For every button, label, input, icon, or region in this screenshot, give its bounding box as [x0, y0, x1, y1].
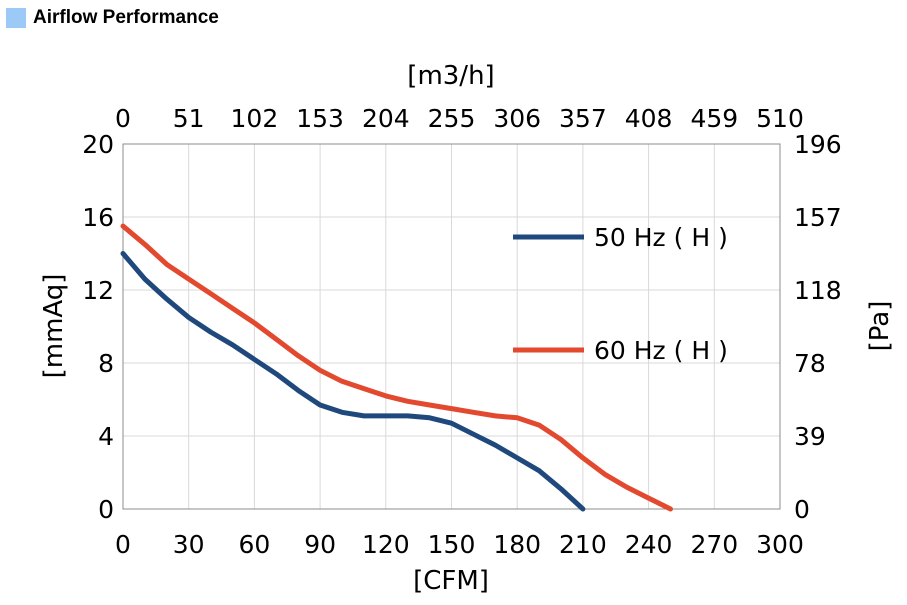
- y-tick-label: 8: [98, 349, 114, 378]
- section-title: Airflow Performance: [33, 7, 219, 28]
- legend-label-2: 60 Hz ( H ): [594, 336, 728, 365]
- x2-tick-label: 102: [231, 104, 279, 133]
- x-tick-label: 0: [115, 530, 131, 559]
- x-tick-label: 210: [559, 530, 607, 559]
- x-tick-label: 30: [173, 530, 205, 559]
- x2-tick-label: 459: [690, 104, 738, 133]
- x2-tick-label: 51: [173, 104, 205, 133]
- series-line-2: [120, 223, 673, 512]
- x2-tick-label: 255: [428, 104, 476, 133]
- legend-label-1: 50 Hz ( H ): [594, 223, 728, 252]
- section-header: Airflow Performance: [6, 6, 219, 30]
- chart-grid: [123, 144, 780, 509]
- y-axis-label: [mmAq]: [39, 274, 69, 379]
- x-tick-label: 60: [238, 530, 270, 559]
- x-axis-ticks: 0 30 60 90 120 150 180 210 240 270 300: [115, 530, 804, 559]
- plot-frame: [122, 143, 781, 510]
- x-tick-label: 90: [304, 530, 336, 559]
- x2-tick-label: 357: [559, 104, 607, 133]
- y2-tick-label: 118: [794, 276, 842, 305]
- y2-tick-label: 78: [794, 349, 826, 378]
- x2-tick-label: 306: [493, 104, 541, 133]
- x2-axis-label: [m3/h]: [407, 61, 494, 91]
- x2-tick-label: 408: [625, 104, 673, 133]
- y2-tick-label: 196: [794, 130, 842, 159]
- y2-tick-label: 157: [794, 203, 842, 232]
- series-group: [120, 223, 673, 512]
- x2-tick-label: 153: [296, 104, 344, 133]
- x-axis-label: [CFM]: [413, 566, 489, 596]
- x-tick-label: 120: [362, 530, 410, 559]
- x-tick-label: 270: [690, 530, 738, 559]
- y2-tick-label: 0: [794, 495, 810, 524]
- x-tick-label: 240: [625, 530, 673, 559]
- series-line-1: [120, 251, 586, 512]
- y-axis-ticks: 0 4 8 12 16 20: [82, 130, 114, 524]
- y2-axis-ticks: 0 39 78 118 157 196: [794, 130, 842, 524]
- header-square-icon: [6, 8, 26, 28]
- x2-tick-label: 510: [756, 104, 804, 133]
- x-tick-label: 300: [756, 530, 804, 559]
- legend: 50 Hz ( H ) 60 Hz ( H ): [513, 223, 728, 365]
- x2-axis-ticks: 0 51 102 153 204 255 306 357 408 459 510: [115, 104, 804, 133]
- y-tick-label: 12: [82, 276, 114, 305]
- y2-axis-label: [Pa]: [865, 301, 895, 352]
- y2-tick-label: 39: [794, 422, 826, 451]
- x2-tick-label: 204: [362, 104, 410, 133]
- y-tick-label: 16: [82, 203, 114, 232]
- x-tick-label: 150: [428, 530, 476, 559]
- x2-tick-label: 0: [115, 104, 131, 133]
- x-tick-label: 180: [493, 530, 541, 559]
- y-tick-label: 4: [98, 422, 114, 451]
- y-tick-label: 20: [82, 130, 114, 159]
- y-tick-label: 0: [98, 495, 114, 524]
